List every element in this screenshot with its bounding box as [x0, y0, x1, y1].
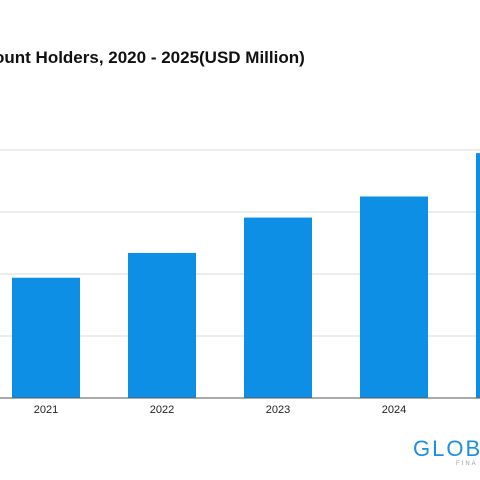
x-tick-label-2021: 2021: [34, 404, 58, 416]
bar-2023: [244, 217, 312, 398]
bar-2024: [360, 196, 428, 398]
bar-2022: [128, 252, 196, 398]
bars: [12, 153, 480, 398]
x-tick-label-2022: 2022: [150, 404, 174, 416]
bar-2021: [12, 277, 80, 398]
x-tick-label-2024: 2024: [382, 404, 406, 416]
logo-subtext: FINA: [456, 461, 478, 467]
logo-text: GLOBA: [413, 436, 480, 461]
x-tick-labels: 2021 2022 2023 2024: [34, 404, 406, 416]
x-tick-label-2023: 2023: [266, 404, 290, 416]
chart-title: ount Holders, 2020 - 2025(USD Million): [0, 48, 305, 67]
bar-2025: [476, 153, 480, 398]
